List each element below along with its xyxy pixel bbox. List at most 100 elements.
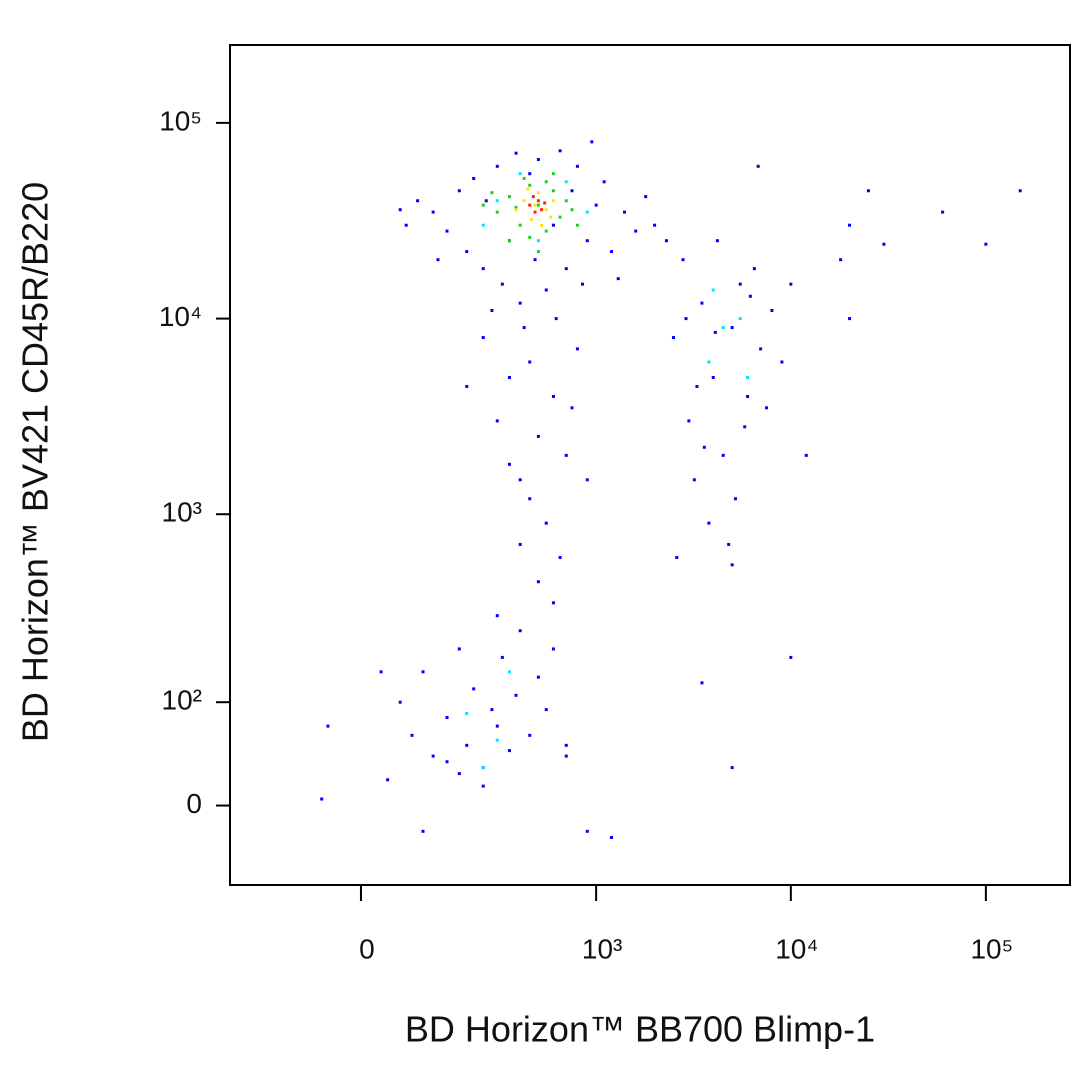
plot-frame — [229, 44, 1071, 886]
point — [540, 208, 544, 212]
point — [465, 250, 469, 254]
point — [711, 288, 715, 292]
point — [431, 210, 435, 214]
point — [700, 301, 704, 305]
point — [759, 347, 763, 351]
point — [575, 347, 579, 351]
point — [804, 453, 808, 457]
point — [721, 326, 725, 330]
point — [472, 176, 476, 180]
point — [764, 406, 768, 410]
point — [536, 434, 540, 438]
point — [514, 151, 518, 155]
point — [507, 670, 511, 674]
point — [544, 288, 548, 292]
point — [445, 716, 449, 720]
point — [495, 164, 499, 168]
point — [789, 655, 793, 659]
point — [730, 563, 734, 567]
point — [495, 199, 499, 203]
y-tick-label: 10⁵ — [159, 105, 202, 136]
point — [457, 189, 461, 193]
point — [730, 326, 734, 330]
point — [416, 199, 420, 203]
point — [528, 203, 532, 207]
point — [570, 406, 574, 410]
point — [738, 317, 742, 321]
point — [738, 282, 742, 286]
point — [564, 199, 568, 203]
point — [590, 140, 594, 144]
y-tick-label: 10³ — [162, 497, 202, 528]
point — [528, 172, 532, 176]
point — [554, 317, 558, 321]
point — [634, 229, 638, 233]
point — [507, 376, 511, 380]
point — [585, 239, 589, 243]
point — [558, 149, 562, 153]
point — [472, 687, 476, 691]
point — [500, 655, 504, 659]
point — [866, 189, 870, 193]
point — [551, 601, 555, 605]
point — [653, 223, 657, 227]
point — [507, 749, 511, 753]
point — [727, 542, 731, 546]
point — [695, 384, 699, 388]
point — [457, 647, 461, 651]
point — [465, 743, 469, 747]
point — [500, 282, 504, 286]
point — [445, 760, 449, 764]
x-axis-title: BD Horizon™ BB700 Blimp-1 — [405, 1009, 875, 1050]
point — [558, 555, 562, 559]
point — [675, 555, 679, 559]
point — [882, 242, 886, 246]
point — [564, 453, 568, 457]
point — [551, 647, 555, 651]
point — [551, 172, 555, 176]
point — [526, 187, 530, 191]
point — [490, 708, 494, 712]
point — [522, 199, 526, 203]
point — [941, 210, 945, 214]
point — [536, 191, 540, 195]
point — [533, 203, 537, 207]
point — [481, 267, 485, 271]
point — [518, 542, 522, 546]
point — [507, 195, 511, 199]
point — [585, 210, 589, 214]
point — [711, 376, 715, 380]
point — [379, 670, 383, 674]
point — [564, 754, 568, 758]
point — [481, 336, 485, 340]
point — [544, 521, 548, 525]
point — [484, 199, 488, 203]
point — [386, 778, 390, 782]
y-tick-label: 0 — [186, 788, 202, 819]
point — [522, 176, 526, 180]
point — [681, 258, 685, 262]
point — [664, 239, 668, 243]
point — [528, 235, 532, 239]
point — [522, 326, 526, 330]
point — [609, 835, 613, 839]
point — [543, 201, 547, 205]
point — [848, 317, 852, 321]
point — [713, 330, 717, 334]
point — [544, 180, 548, 184]
point — [644, 195, 648, 199]
point — [495, 419, 499, 423]
point — [616, 277, 620, 281]
point — [558, 215, 562, 219]
point — [518, 172, 522, 176]
point — [707, 360, 711, 364]
point — [431, 754, 435, 758]
point — [398, 208, 402, 212]
point — [551, 394, 555, 398]
point — [518, 629, 522, 633]
point — [495, 614, 499, 618]
point — [421, 829, 425, 833]
point — [575, 164, 579, 168]
point — [780, 360, 784, 364]
